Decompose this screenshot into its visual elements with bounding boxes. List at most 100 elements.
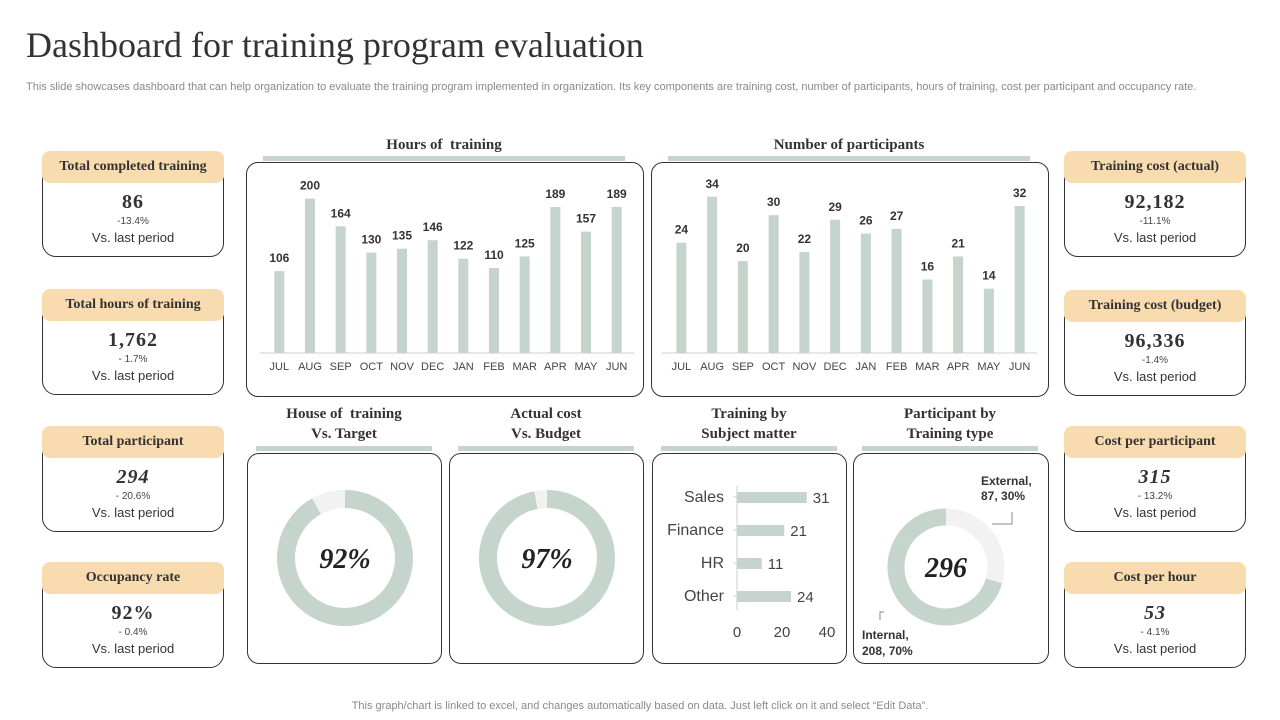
x-tick-label: DEC [824,361,847,373]
data-label: 130 [361,233,381,247]
data-label: 21 [790,523,807,540]
training-type-chart: 296 External, 87, 30% Internal, 208, 70% [853,453,1049,664]
cost-vs-budget-chart: 97% [449,453,644,664]
data-label: 200 [300,178,320,192]
data-label: 164 [331,206,351,220]
data-label: 29 [828,200,842,214]
internal-leader-line [879,611,884,620]
x-tick-label: JUL [270,361,290,373]
kpi-total-hours-of-training: Total hours of training 1,762 - 1.7% Vs.… [42,289,224,395]
kpi-value: 92% [111,602,155,624]
data-label: 20 [736,241,750,255]
x-tick-label: NOV [390,361,415,373]
kpi-label: Total hours of training [42,289,224,321]
kpi-label: Cost per hour [1064,562,1246,594]
x-tick-label: 0 [733,624,741,641]
kpi-change: -13.4% [117,216,149,227]
panel-accent-bar [668,156,1030,161]
bar-sales [737,492,807,503]
page-title: Dashboard for training program evaluatio… [26,25,644,65]
bar-feb [489,268,499,353]
data-label: 21 [951,237,965,251]
x-tick-label: MAY [977,361,1001,373]
bar-other [737,591,791,602]
subject-matter-title: Training by Subject matter [701,406,797,442]
x-tick-label: APR [947,361,970,373]
x-tick-label: JAN [855,361,876,373]
cost-vs-budget-title: Actual cost Vs. Budget [510,406,582,442]
donut-segment-external [945,508,1005,584]
x-tick-label: 20 [774,624,791,641]
panel-accent-bar [661,446,837,451]
panel-accent-bar [862,446,1038,451]
bar-dec [830,219,841,353]
kpi-label: Occupancy rate [42,562,224,594]
kpi-label: Total participant [42,426,224,458]
x-tick-label: FEB [483,361,504,373]
kpi-value: 1,762 [108,329,158,351]
kpi-value: 315 [1138,466,1172,488]
internal-data-label: 208, 70% [862,644,913,658]
x-tick-label: OCT [360,361,384,373]
donut-segment-0 [479,490,615,626]
category-label: Sales [684,489,724,506]
data-label: 22 [798,232,812,246]
panel-accent-bar [256,446,432,451]
data-label: 16 [921,259,935,273]
bar-apr [550,206,561,353]
data-label: 122 [453,239,473,253]
donut-segment-internal [887,508,1003,626]
hours-of-training-title: Hours of training [386,137,502,153]
training-vs-target-chart: 92% [247,453,442,664]
bar-mar [922,279,933,353]
bar-sep [335,226,346,353]
data-label: 125 [515,236,535,250]
data-label: 27 [890,209,904,223]
kpi-note: Vs. last period [1113,505,1197,520]
category-label: Finance [667,522,724,539]
bar-aug [305,198,315,353]
bar-jun [1014,205,1025,353]
donut-center-label: 92% [319,544,370,575]
bar-jul [274,271,285,353]
kpi-change: - 4.1% [1140,627,1170,638]
data-label: 135 [392,229,412,243]
internal-data-label: Internal, [862,628,909,642]
bar-nov [397,248,407,353]
data-label: 157 [576,212,596,226]
x-tick-label: APR [544,361,567,373]
x-tick-label: NOV [792,361,817,373]
bar-aug [707,196,718,353]
bar-finance [737,525,785,536]
data-label: 11 [768,556,784,573]
bar-jan [860,233,871,353]
bar-hr [737,558,762,569]
training-type-title: Participant by Training type [903,406,997,442]
external-data-label: External, [981,474,1032,488]
x-tick-label: FEB [886,361,907,373]
x-tick-label: SEP [330,361,352,373]
data-label: 24 [675,223,689,237]
x-tick-label: JUL [672,361,692,373]
bar-mar [519,256,530,353]
kpi-cost-per-hour: Cost per hour 53 - 4.1% Vs. last period [1064,562,1246,668]
kpi-total-completed-training: Total completed training 86 -13.4% Vs. l… [42,151,224,257]
data-label: 32 [1013,186,1027,200]
footnote: This graph/chart is linked to excel, and… [351,700,929,712]
data-label: 189 [607,187,627,201]
kpi-total-participant: Total participant 294 - 20.6% Vs. last p… [42,426,224,532]
donut-segment-1 [312,490,346,515]
x-tick-label: JAN [453,361,474,373]
x-tick-label: JUN [1009,361,1030,373]
bar-nov [799,251,810,353]
kpi-value: 53 [1144,602,1166,624]
bar-apr [953,256,964,353]
data-label: 146 [423,220,443,234]
bar-oct [768,215,779,353]
kpi-note: Vs. last period [1113,230,1197,245]
kpi-change: - 13.2% [1137,491,1173,502]
kpi-change: -1.4% [1141,355,1169,366]
x-tick-label: MAR [512,361,537,373]
kpi-note: Vs. last period [1113,641,1197,656]
kpi-label: Total completed training [42,151,224,183]
